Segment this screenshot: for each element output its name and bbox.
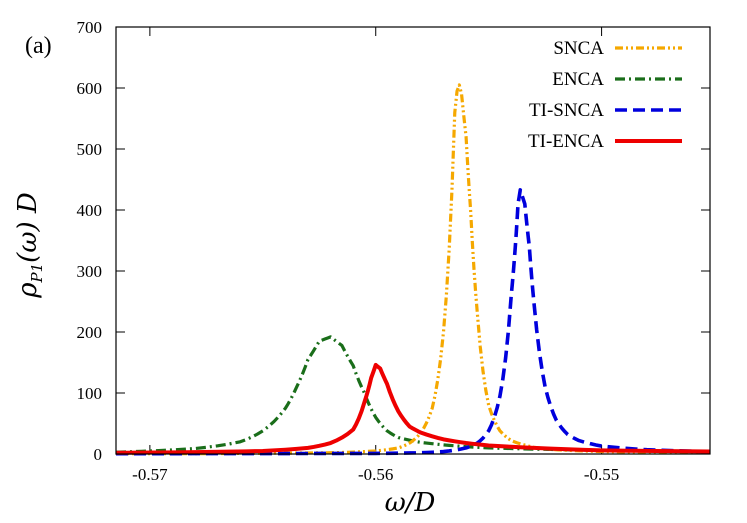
panel-label: (a) — [25, 33, 52, 59]
x-tick-label: -0.56 — [358, 465, 393, 484]
legend-label-snca: SNCA — [553, 38, 604, 59]
series-line-snca — [115, 83, 711, 456]
y-tick-label: 0 — [94, 445, 103, 464]
y-tick-label: 500 — [77, 140, 103, 159]
series-line-ti-snca — [115, 188, 711, 456]
x-tick-label: -0.55 — [584, 465, 619, 484]
y-tick-label: 400 — [77, 201, 103, 220]
series-line-enca — [115, 335, 711, 454]
series-layer — [115, 83, 711, 456]
y-axis-title: ρP1(ω) D — [13, 192, 46, 299]
y-tick-label: 200 — [77, 323, 103, 342]
legend-label-ti-enca: TI-ENCA — [528, 131, 604, 152]
y-axis-title-rest: (ω) D — [13, 192, 43, 263]
axis-ticks — [116, 26, 710, 455]
plot-frame — [115, 26, 711, 455]
y-axis-title-rho: ρ — [13, 282, 43, 299]
y-tick-label: 300 — [77, 262, 103, 281]
legend-label-ti-snca: TI-SNCA — [529, 100, 604, 121]
legend: SNCA ENCA TI-SNCA TI-ENCA — [528, 38, 682, 152]
y-tick-label: 600 — [77, 79, 103, 98]
y-tick-label: 700 — [77, 18, 103, 37]
x-tick-label: -0.57 — [132, 465, 168, 484]
tick-labels: 0 100 200 300 400 500 600 700 -0.57 -0.56 -0.55 — [77, 18, 620, 484]
x-axis-title: ω/D — [385, 488, 436, 518]
legend-label-enca: ENCA — [552, 69, 604, 90]
y-tick-label: 100 — [77, 384, 103, 403]
series-line-ti-enca — [115, 362, 711, 455]
y-axis-title-sub: P1 — [28, 263, 46, 284]
